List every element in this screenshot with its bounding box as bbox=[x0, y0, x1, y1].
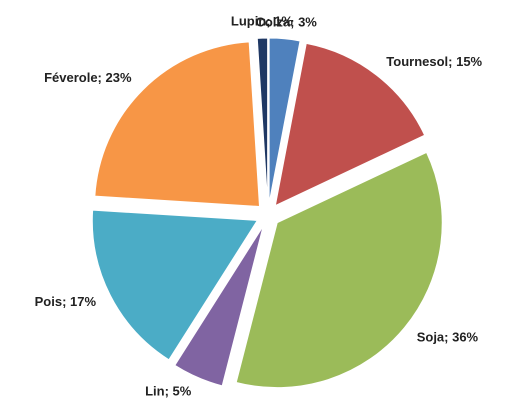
data-label: Colza; 3% bbox=[255, 14, 317, 29]
pie-slice bbox=[91, 209, 259, 361]
data-label: Tournesol; 15% bbox=[386, 54, 482, 69]
pie-slice bbox=[174, 225, 264, 387]
data-label: Lin; 5% bbox=[145, 384, 192, 399]
data-label: Soja; 36% bbox=[417, 329, 479, 344]
pie-slice bbox=[94, 41, 261, 208]
pie-slice bbox=[256, 37, 269, 204]
data-label: Pois; 17% bbox=[35, 294, 97, 309]
data-label: Lupin; 1% bbox=[231, 14, 294, 29]
data-label: Féverole; 23% bbox=[44, 70, 132, 85]
pie-slice bbox=[235, 151, 443, 389]
pie-slice bbox=[274, 42, 426, 207]
pie-slice bbox=[268, 37, 301, 204]
